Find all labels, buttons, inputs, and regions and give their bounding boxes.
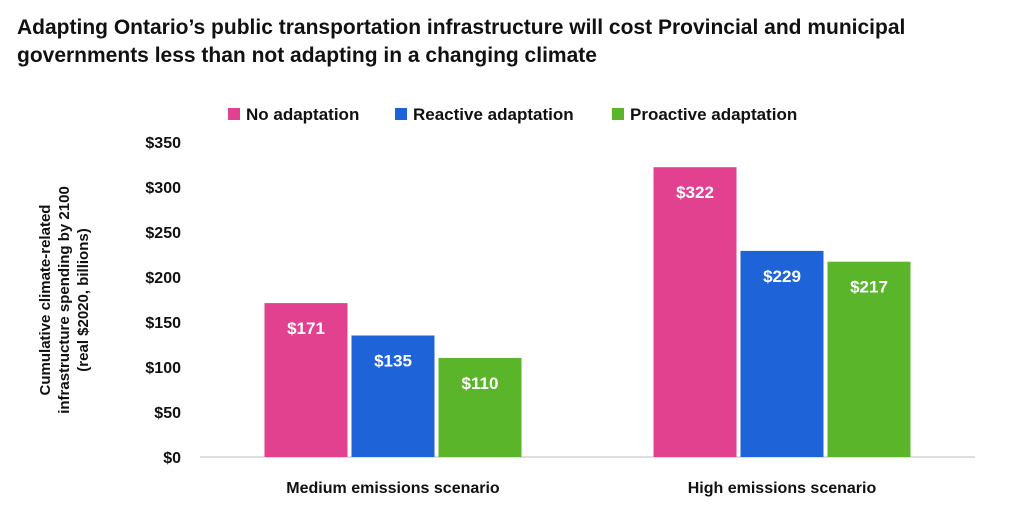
bar xyxy=(653,167,737,457)
bar xyxy=(827,261,911,457)
bar xyxy=(351,335,435,457)
bar xyxy=(740,250,824,457)
bar-value-label: $171 xyxy=(287,319,325,338)
y-tick-label: $250 xyxy=(145,225,181,242)
legend-swatch xyxy=(228,108,240,120)
chart-title: Adapting Ontario’s public transportation… xyxy=(17,14,1007,70)
y-axis-title-line: Cumulative climate-related xyxy=(37,205,54,396)
bar-value-label: $229 xyxy=(763,267,801,286)
bar-value-label: $135 xyxy=(374,352,412,371)
y-axis-title: Cumulative climate-related infrastructure… xyxy=(37,186,92,414)
y-tick-label: $350 xyxy=(145,135,181,152)
y-axis-title-line: (real $2020, billions) xyxy=(75,228,92,371)
y-tick-label: $0 xyxy=(163,450,181,467)
y-tick-label: $300 xyxy=(145,180,181,197)
chart-title-line-2: governments less than not adapting in a … xyxy=(17,44,597,67)
bar xyxy=(438,358,522,457)
legend-label: No adaptation xyxy=(246,105,359,124)
y-tick-label: $150 xyxy=(145,315,181,332)
y-tick-label: $100 xyxy=(145,360,181,377)
y-tick-label: $50 xyxy=(154,405,181,422)
bar-value-label: $217 xyxy=(850,278,888,297)
bar xyxy=(264,303,348,457)
y-axis-title-line: infrastructure spending by 2100 xyxy=(56,186,73,414)
bar-value-label: $110 xyxy=(462,374,499,393)
legend-label: Proactive adaptation xyxy=(630,105,797,124)
y-tick-label: $200 xyxy=(145,270,181,287)
legend-label: Reactive adaptation xyxy=(413,105,574,124)
chart-title-line-1: Adapting Ontario’s public transportation… xyxy=(17,16,906,39)
x-category-label: Medium emissions scenario xyxy=(286,480,500,497)
legend-swatch xyxy=(612,108,624,120)
bar-value-label: $322 xyxy=(676,183,714,202)
legend-swatch xyxy=(395,108,407,120)
x-category-label: High emissions scenario xyxy=(688,480,877,497)
